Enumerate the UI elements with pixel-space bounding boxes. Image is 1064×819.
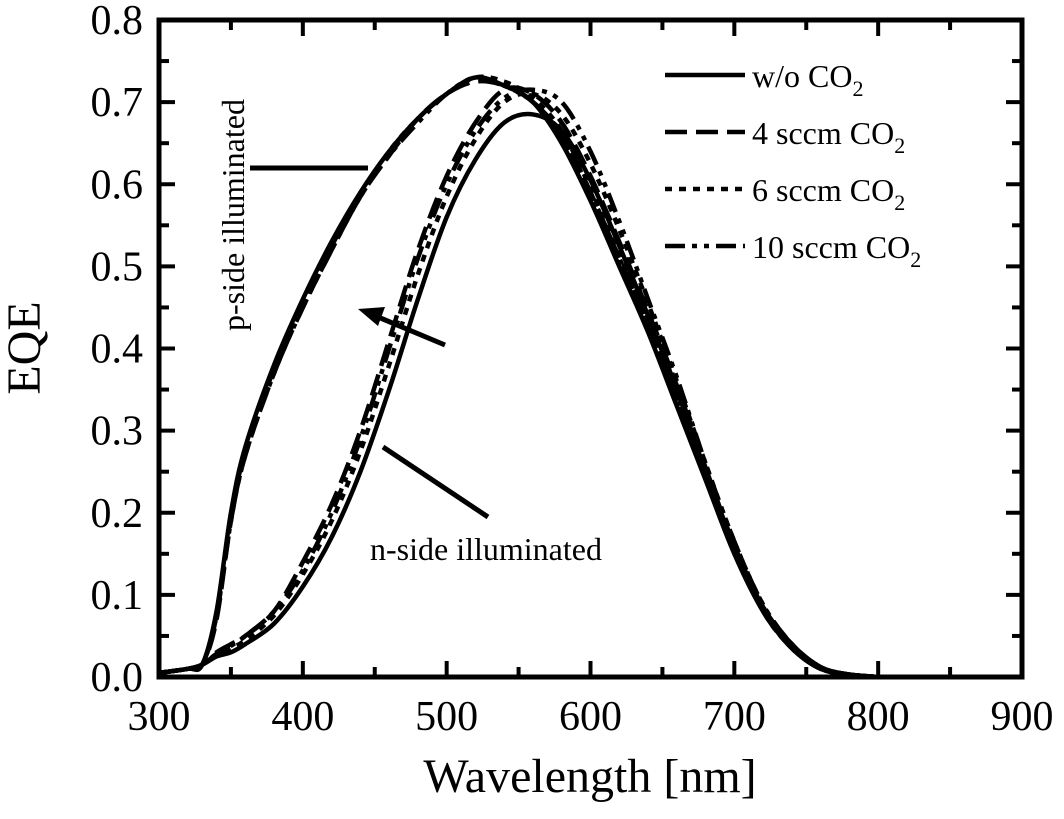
y-axis-label: EQE — [0, 301, 51, 394]
legend-label: 10 sccm CO2 — [752, 229, 921, 272]
series-line-p-side — [158, 75, 879, 680]
legend-label-text: 4 sccm CO — [752, 115, 894, 151]
arrow-head — [358, 307, 385, 326]
legend-label-text: 6 sccm CO — [752, 172, 894, 208]
y-tick-label: 0.8 — [91, 0, 144, 44]
ticks — [157, 18, 1024, 679]
legend-label-text: 10 sccm CO — [752, 229, 910, 265]
legend-label-subscript: 2 — [894, 190, 905, 215]
y-tick-label: 0.1 — [91, 573, 144, 619]
annotation-n-side: n-side illuminated — [370, 531, 602, 567]
y-tick-label: 0.2 — [91, 491, 144, 537]
tick-labels: 300 400 500 600 700 800 900 0.0 0.1 0.2 0.3 0.4 0.5 0… — [91, 0, 1054, 740]
x-axis-label: Wavelength [nm] — [423, 750, 756, 803]
arrow-shaft — [377, 314, 446, 348]
legend-label-text: w/o CO — [752, 58, 852, 94]
y-tick-label: 0.0 — [91, 655, 144, 701]
y-tick-label: 0.6 — [91, 162, 144, 208]
series-line-n-side — [158, 87, 879, 680]
x-tick-label: 300 — [128, 694, 191, 740]
series-line-n-side — [158, 91, 879, 680]
x-tick-label: 400 — [271, 694, 334, 740]
n-side-pointer-line — [381, 444, 490, 520]
legend-label-subscript: 2 — [852, 76, 863, 101]
legend-label-subscript: 2 — [894, 133, 905, 158]
x-tick-label: 500 — [415, 694, 478, 740]
x-tick-label: 600 — [559, 694, 622, 740]
y-tick-label: 0.5 — [91, 244, 144, 290]
legend-label: 6 sccm CO2 — [752, 172, 905, 215]
x-tick-label: 700 — [703, 694, 766, 740]
legend-label: w/o CO2 — [752, 58, 863, 101]
y-tick-label: 0.7 — [91, 80, 144, 126]
x-tick-label: 800 — [847, 694, 910, 740]
y-tick-label: 0.4 — [91, 327, 144, 373]
annotation-p-side: p-side illuminated — [215, 99, 251, 331]
legend-label: 4 sccm CO2 — [752, 115, 905, 158]
x-tick-label: 900 — [991, 694, 1054, 740]
curves — [158, 74, 879, 680]
legend-label-subscript: 2 — [910, 247, 921, 272]
y-tick-label: 0.3 — [91, 409, 144, 455]
